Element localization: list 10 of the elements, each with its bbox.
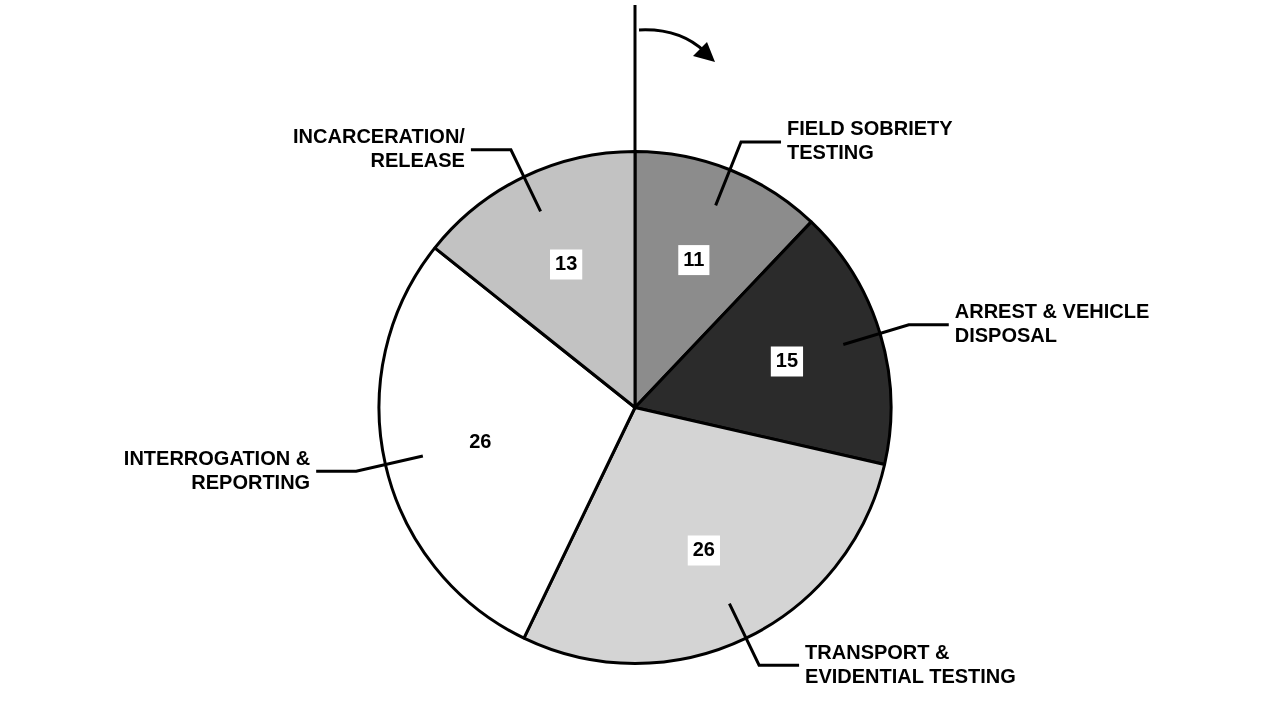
data-label: 15 bbox=[775, 349, 799, 372]
slice-label: INCARCERATION/ RELEASE bbox=[293, 125, 466, 172]
data-label: 11 bbox=[683, 247, 705, 270]
slice-label: ARREST & VEHICLE DISPOSAL bbox=[954, 300, 1150, 347]
slice-label: TRANSPORT & EVIDENTIAL TESTING bbox=[805, 640, 1016, 687]
data-label: 26 bbox=[469, 430, 492, 453]
data-label: 26 bbox=[692, 538, 715, 561]
slice-label: FIELD SOBRIETY TESTING bbox=[787, 117, 954, 164]
slice-label: INTERROGATION & REPORTING bbox=[123, 446, 311, 493]
data-label: 13 bbox=[555, 252, 578, 275]
